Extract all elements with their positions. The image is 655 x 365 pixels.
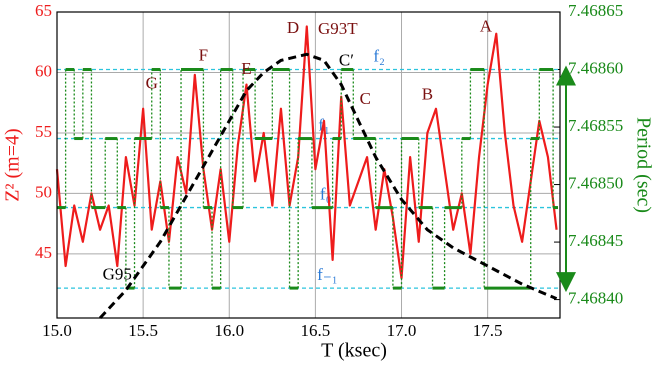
y2-tick-label: 7.46850 (568, 173, 623, 192)
y-tick-label: 65 (35, 1, 52, 20)
annotation: G95 (103, 265, 132, 284)
y-tick-label: 60 (35, 61, 52, 80)
annotation: G (146, 73, 158, 92)
level-label: f₂ (373, 46, 385, 65)
y-axis-title: Z² (m=4) (2, 128, 24, 201)
annotation: D (287, 18, 299, 37)
x-tick-label: 16.0 (214, 321, 244, 340)
y2-tick-label: 7.46860 (568, 58, 623, 77)
x-axis-title: T (ksec) (321, 340, 387, 362)
y-tick-label: 45 (35, 243, 52, 262)
annotation: G93T (318, 19, 358, 38)
level-label: f₀ (320, 184, 332, 203)
x-tick-label: 16.5 (301, 321, 331, 340)
z2-line (55, 25, 558, 280)
annotation: C′ (339, 50, 354, 69)
y2-tick-label: 7.46845 (568, 231, 623, 250)
y2-tick-label: 7.46855 (568, 116, 623, 135)
y2-axis-title: Period (sec) (632, 117, 654, 213)
x-tick-label: 17.5 (473, 321, 503, 340)
x-tick-label: 17.0 (387, 321, 417, 340)
y-tick-label: 50 (35, 182, 52, 201)
annotation: B (422, 84, 433, 103)
y2-tick-label: 7.46840 (568, 289, 623, 308)
y-tick-label: 55 (35, 122, 52, 141)
annotation: E (241, 59, 251, 78)
level-label: f₋₁ (317, 265, 338, 284)
annotation: A (480, 17, 493, 36)
x-tick-label: 15.5 (128, 321, 158, 340)
annotation: C (360, 89, 371, 108)
annotation: F (199, 46, 208, 65)
y2-tick-label: 7.46865 (568, 1, 623, 20)
x-tick-label: 15.0 (42, 321, 72, 340)
